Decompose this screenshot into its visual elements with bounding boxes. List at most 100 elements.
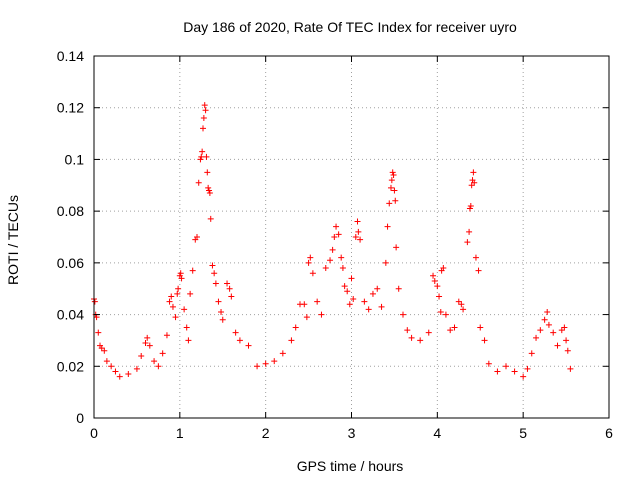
data-point <box>494 368 501 375</box>
data-point <box>554 342 561 349</box>
data-point <box>346 301 353 308</box>
data-point <box>387 184 394 191</box>
data-point <box>331 234 338 240</box>
data-point <box>236 337 243 344</box>
data-point <box>185 337 192 344</box>
data-point <box>451 324 458 331</box>
data-point <box>206 190 213 197</box>
x-tick-labels: 0 1 2 3 4 5 6 <box>90 425 613 441</box>
data-point <box>91 298 98 305</box>
data-point <box>279 350 286 357</box>
data-point <box>144 334 151 341</box>
data-point <box>436 293 443 300</box>
data-point <box>437 308 444 315</box>
data-point <box>307 254 314 261</box>
data-point <box>178 275 185 282</box>
data-point <box>322 265 329 272</box>
data-point <box>545 321 552 328</box>
data-point <box>392 197 399 204</box>
x-tick-label: 3 <box>348 425 356 441</box>
data-point <box>528 350 535 357</box>
data-point <box>93 314 100 321</box>
x-tick-label: 6 <box>605 425 613 441</box>
data-point <box>355 228 362 235</box>
data-point <box>155 363 162 370</box>
data-point <box>468 182 475 189</box>
data-point <box>314 298 321 305</box>
x-tick-label: 2 <box>262 425 270 441</box>
data-point <box>567 365 574 372</box>
data-point <box>245 342 252 349</box>
data-point <box>388 177 395 184</box>
data-point <box>511 368 518 375</box>
data-point <box>194 234 200 240</box>
data-point <box>215 298 222 305</box>
x-tick-label: 4 <box>433 425 441 441</box>
data-point <box>389 169 396 176</box>
data-point <box>175 285 182 292</box>
data-point <box>348 275 355 282</box>
data-point <box>537 327 544 334</box>
data-point <box>467 202 474 209</box>
data-point <box>228 293 235 300</box>
data-point <box>146 342 153 349</box>
data-point <box>151 358 158 365</box>
y-tick-label: 0 <box>76 410 84 426</box>
data-point <box>365 306 372 313</box>
data-point <box>455 298 462 305</box>
data-point <box>172 314 179 321</box>
data-point <box>352 234 359 240</box>
data-point <box>533 334 540 341</box>
data-point <box>199 148 206 155</box>
data-point <box>374 285 381 292</box>
data-point <box>177 270 184 277</box>
data-point <box>166 298 173 305</box>
data-point <box>101 347 108 354</box>
data-point <box>218 308 225 315</box>
x-tick-label: 1 <box>176 425 184 441</box>
data-point <box>339 265 346 272</box>
data-point <box>169 303 176 310</box>
data-point <box>305 259 312 266</box>
data-point <box>116 373 123 380</box>
data-point <box>112 368 119 375</box>
data-point <box>174 290 181 297</box>
data-point <box>197 156 204 163</box>
axis-ticks <box>93 55 610 419</box>
data-point <box>520 373 527 380</box>
data-point <box>393 244 400 251</box>
data-point <box>382 259 389 266</box>
data-point <box>301 301 308 308</box>
data-point <box>195 179 202 186</box>
data-point <box>524 365 531 372</box>
data-point <box>541 316 548 323</box>
data-point <box>361 298 368 305</box>
data-point <box>471 179 478 186</box>
data-point <box>425 329 432 336</box>
data-point <box>329 246 336 253</box>
data-point <box>226 285 233 292</box>
y-axis-label: ROTI / TECUs <box>5 195 21 285</box>
data-point <box>344 288 351 295</box>
data-point <box>212 280 219 287</box>
data-point <box>458 301 465 308</box>
data-point <box>378 303 385 310</box>
x-tick-label: 5 <box>519 425 527 441</box>
data-point <box>159 350 166 357</box>
data-point <box>464 239 471 246</box>
data-point <box>108 363 115 370</box>
data-point <box>400 311 406 318</box>
y-tick-label: 0.12 <box>57 100 84 116</box>
data-point <box>207 215 214 222</box>
data-point <box>430 272 437 279</box>
data-point <box>103 358 110 365</box>
data-point <box>189 267 196 274</box>
data-point <box>200 125 207 132</box>
data-point <box>206 187 213 194</box>
data-point <box>125 371 132 378</box>
x-tick-label: 0 <box>90 425 98 441</box>
data-point <box>303 314 310 321</box>
data-point <box>262 360 269 367</box>
data-point <box>481 337 488 344</box>
